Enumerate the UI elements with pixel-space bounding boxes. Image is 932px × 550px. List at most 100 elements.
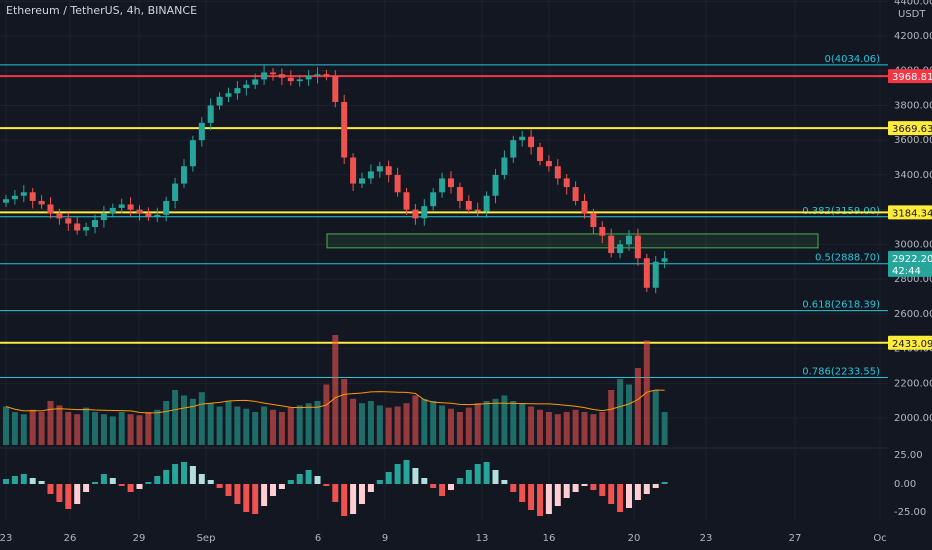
volume-bar — [47, 401, 54, 445]
oscillator-bar — [492, 470, 499, 484]
candle-body — [634, 235, 641, 259]
volume-bar — [599, 412, 606, 445]
time-tick-label: Oc — [873, 533, 886, 544]
chart-title: Ethereum / TetherUS, 4h, BINANCE — [6, 4, 198, 17]
time-axis[interactable]: 23 26 29 Sep 6 9 13 16 20 23 27 Oc — [0, 533, 887, 544]
volume-bar — [572, 409, 579, 445]
price-tick-label: 2800.00 — [894, 274, 932, 285]
candle-body — [501, 157, 508, 175]
oscillator-bar — [367, 484, 374, 492]
volume-bar — [109, 416, 116, 445]
oscillator-bar — [20, 474, 27, 484]
oscillator-bar — [403, 460, 410, 484]
oscillator-bar — [234, 484, 241, 504]
oscillator-bar — [599, 484, 606, 496]
candle-body — [29, 192, 36, 201]
oscillator-bar — [261, 484, 268, 506]
candle-body — [448, 178, 454, 188]
candle-body — [47, 204, 54, 214]
candle-body — [439, 178, 446, 193]
oscillator-bar — [545, 484, 552, 514]
volume-bar — [163, 401, 170, 445]
oscillator-bar — [109, 478, 116, 484]
volume-bar — [528, 406, 535, 445]
candle-body — [118, 204, 125, 208]
time-tick-label: 16 — [543, 533, 556, 544]
currency-label: USDT — [898, 9, 926, 20]
candle-body — [412, 209, 419, 219]
oscillator-bar — [554, 484, 561, 506]
oscillator-bars — [3, 460, 668, 516]
oscillator-bar — [127, 484, 134, 492]
candle-body — [483, 195, 490, 212]
candle-body — [608, 235, 615, 254]
volume-bar — [465, 407, 472, 445]
volume-bar — [181, 395, 187, 445]
volume-bar — [652, 390, 659, 445]
oscillator-bar — [412, 468, 419, 484]
oscillator-bar — [207, 480, 214, 484]
level-tag: 3968.81 — [892, 72, 932, 83]
oscillator-bar — [519, 484, 526, 502]
volume-bar — [20, 414, 27, 445]
time-tick-label: 20 — [628, 533, 641, 544]
fibonacci-levels[interactable]: 0(4034.06) 0.382(3159.00) 0.5(2888.70) 0.61… — [0, 54, 888, 378]
volume-bar — [501, 395, 508, 445]
oscillator-bar — [661, 482, 668, 484]
volume-bar — [136, 415, 143, 445]
volume-bar — [323, 384, 330, 445]
oscillator-tick-label: 25.00 — [894, 450, 923, 461]
volume-bar — [341, 379, 348, 445]
oscillator-bar — [154, 476, 161, 484]
level-tag: 3669.63 — [892, 124, 932, 135]
candle-body — [145, 213, 152, 217]
volume-bar — [448, 408, 454, 445]
oscillator-bar — [510, 484, 517, 492]
candle-body — [261, 72, 268, 80]
oscillator-bar — [385, 472, 392, 484]
candle-body — [127, 204, 134, 210]
volume-bar — [74, 414, 81, 445]
candle-body — [163, 200, 170, 215]
volume-bar — [216, 406, 223, 445]
oscillator-bar — [243, 484, 250, 512]
candle-body — [287, 77, 294, 82]
oscillator-bar — [323, 484, 330, 486]
price-tick-label: 2600.00 — [894, 309, 932, 320]
volume-bar — [350, 398, 357, 445]
candle-body — [323, 74, 330, 76]
oscillator-bar — [439, 484, 446, 496]
candle-body — [243, 84, 250, 89]
candles — [3, 65, 668, 294]
volume-bar — [661, 412, 668, 445]
volume-bar — [359, 403, 365, 445]
oscillator-bar — [65, 484, 72, 509]
oscillator-bar — [278, 484, 285, 489]
volume-bar — [545, 412, 552, 445]
volume-bar — [207, 403, 214, 445]
level-tag-bg — [888, 121, 932, 136]
candle-body — [465, 200, 472, 210]
time-tick-label: 26 — [64, 533, 77, 544]
volume-average-line — [5, 389, 665, 414]
oscillator-tick-label: -25.00 — [894, 507, 926, 518]
candle-body — [581, 200, 588, 214]
volume-bar — [278, 412, 285, 445]
volume-bar — [287, 407, 294, 445]
candle-body — [296, 79, 303, 82]
support-zone[interactable] — [326, 233, 819, 249]
candle-body — [56, 213, 63, 219]
oscillator-bar — [47, 484, 54, 494]
candle-body — [314, 74, 321, 76]
volume-bar — [11, 412, 18, 445]
oscillator-bar — [270, 484, 276, 496]
volume-bar — [38, 412, 45, 445]
candle-body — [172, 183, 179, 201]
candle-body — [38, 200, 45, 205]
candle-body — [528, 136, 535, 148]
oscillator-bar — [145, 482, 152, 484]
volume-bar — [430, 401, 437, 445]
volume-bar — [563, 412, 570, 445]
